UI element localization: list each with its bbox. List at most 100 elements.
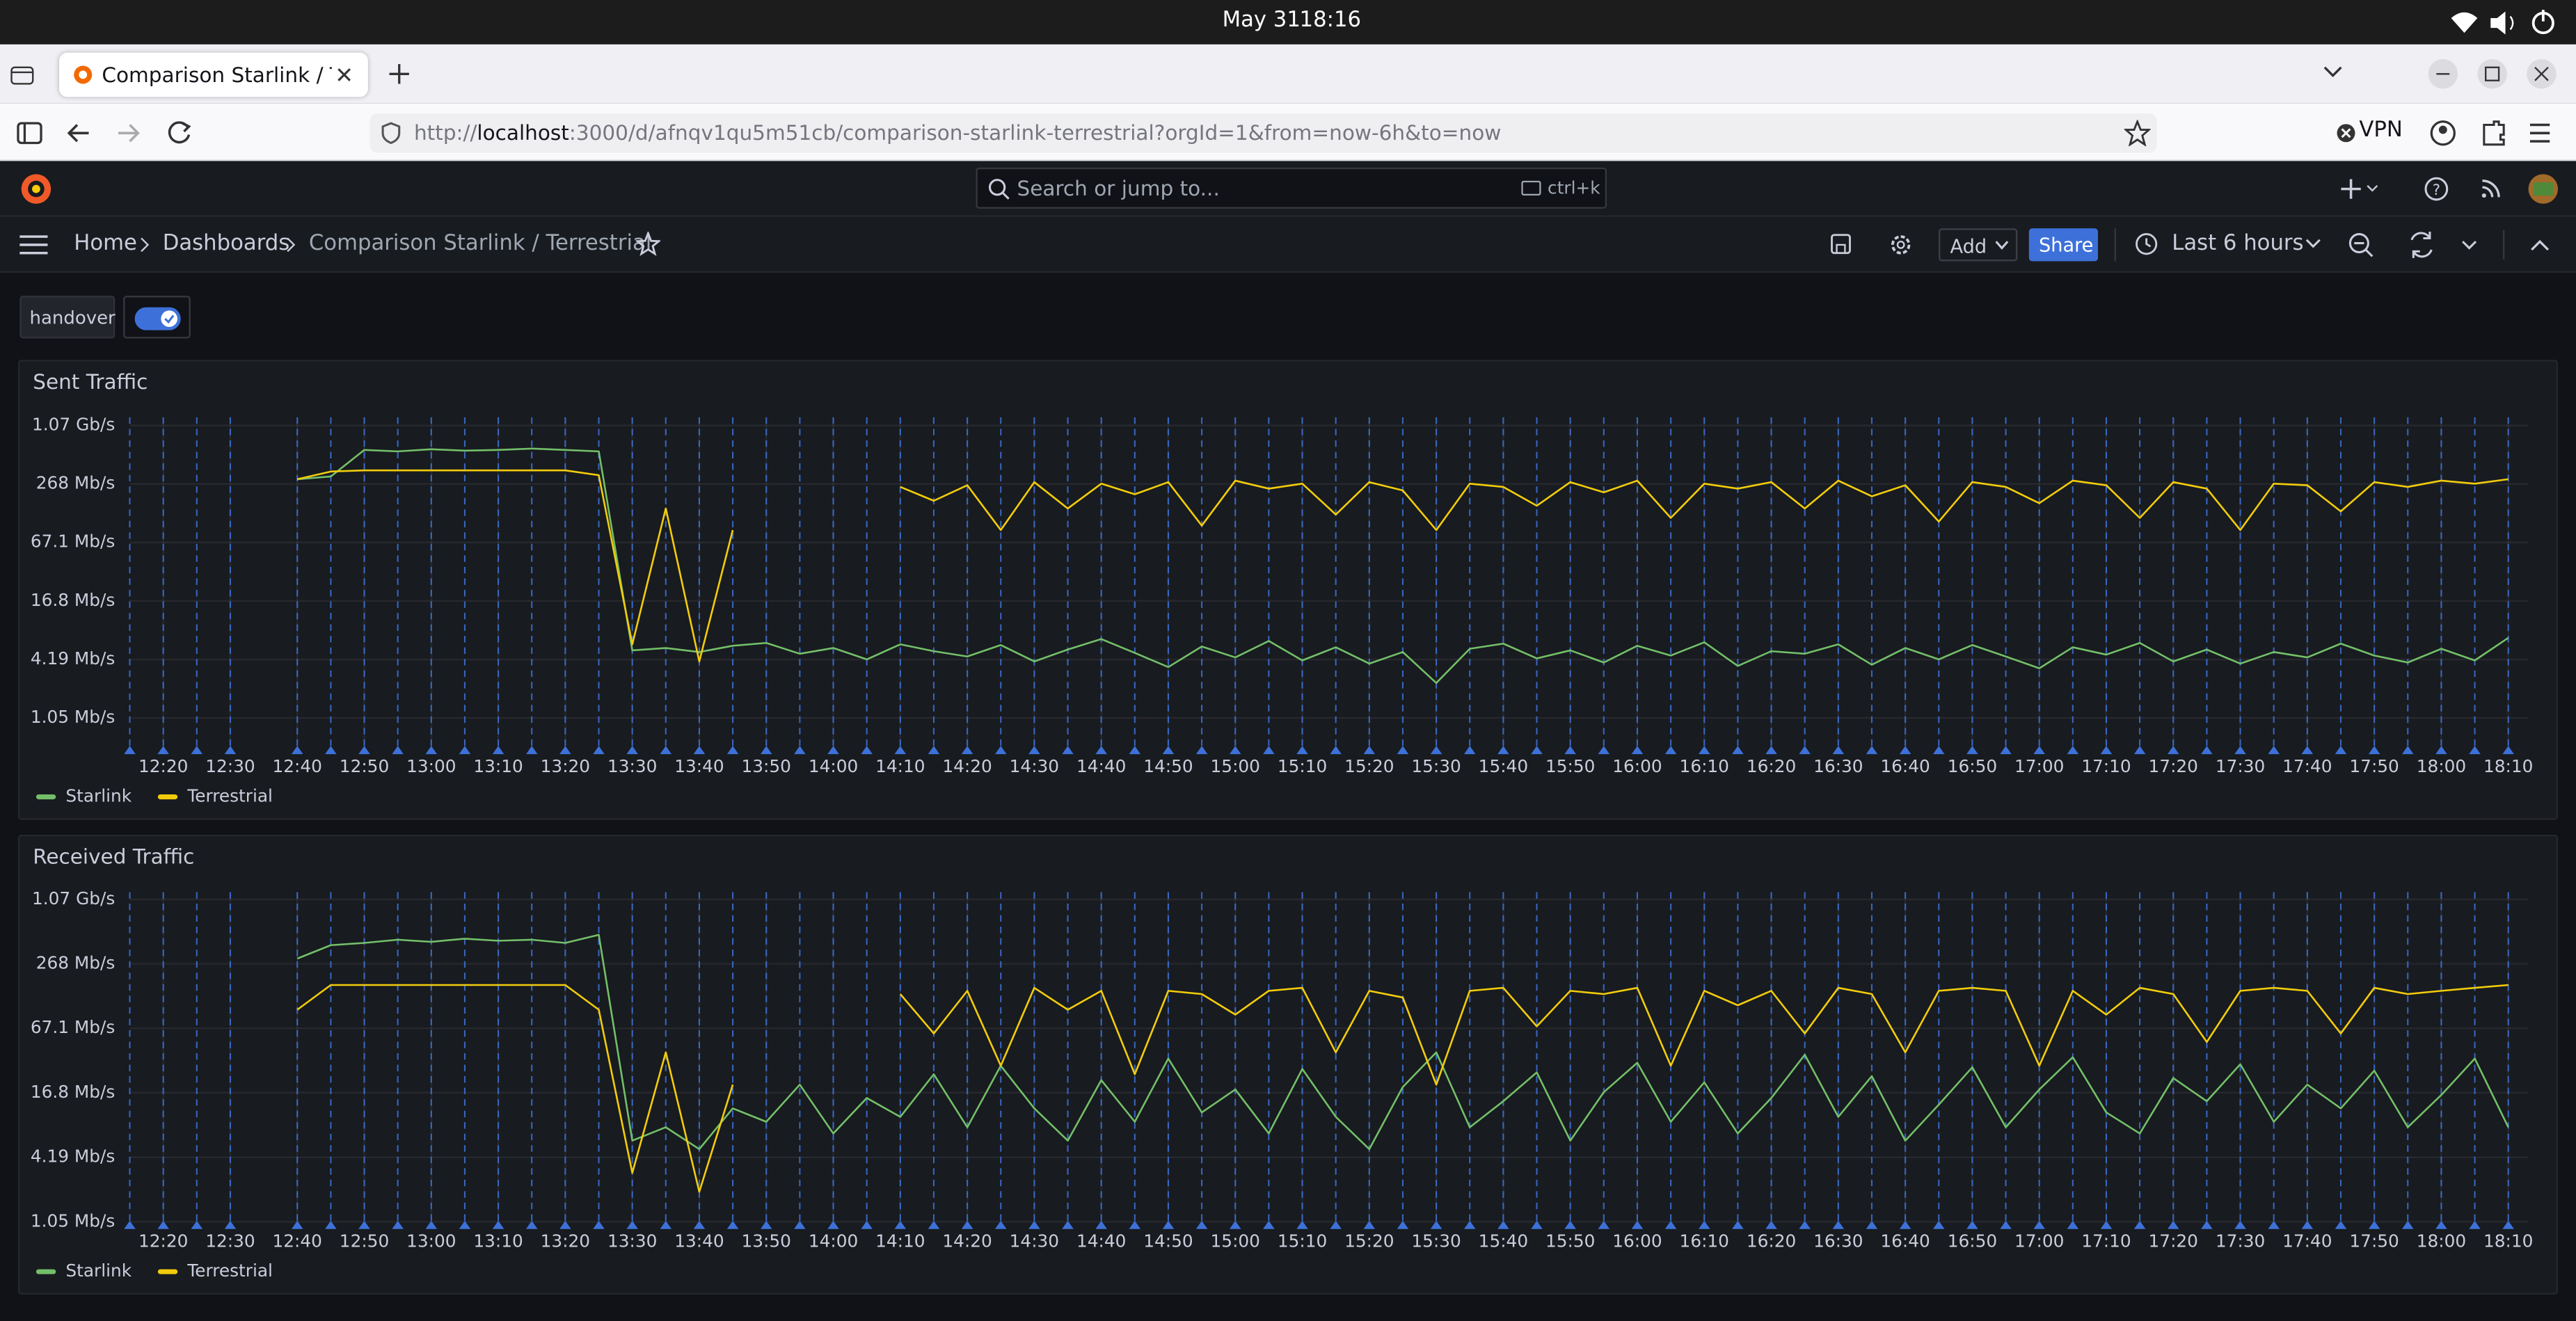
- x-tick-label: 14:10: [875, 1231, 925, 1251]
- annotation-marker: [1664, 746, 1677, 755]
- x-tick-label: 15:00: [1211, 1231, 1260, 1251]
- url-bar[interactable]: http://localhost:3000/d/afnqv1qu5m51cb/c…: [369, 113, 2157, 153]
- dashboard-toolbar: Home Dashboards Comparison Starlink / Te…: [0, 216, 2576, 273]
- active-tab[interactable]: Comparison Starlink / Ter: [58, 52, 368, 97]
- annotation-marker: [2033, 746, 2045, 755]
- annotation-marker: [1397, 1220, 1409, 1229]
- x-tick-label: 17:00: [2014, 1231, 2064, 1251]
- annotation-marker: [1564, 746, 1576, 755]
- caret[interactable]: [2305, 238, 2321, 251]
- share-button[interactable]: Share: [2028, 228, 2098, 262]
- time-range[interactable]: Last 6 hours: [2172, 232, 2304, 257]
- breadcrumb-dashboards[interactable]: Dashboards: [162, 232, 290, 257]
- x-tick-label: 13:10: [473, 756, 523, 776]
- annotation-marker: [2435, 1220, 2447, 1229]
- annotation-marker: [1463, 1220, 1476, 1229]
- site-info[interactable]: [379, 122, 402, 145]
- vpn-label[interactable]: VPN: [2359, 118, 2403, 143]
- window-controls[interactable]: [2425, 56, 2563, 92]
- x-tick-label: 17:10: [2081, 1231, 2131, 1251]
- bookmark-star[interactable]: [2124, 120, 2151, 147]
- x-tick-label: 15:20: [1344, 756, 1394, 776]
- annotation-marker: [325, 1220, 337, 1229]
- x-tick-label: 12:20: [138, 1231, 188, 1251]
- legend-swatch: [157, 794, 178, 800]
- favicon: [74, 65, 93, 84]
- favorite-star[interactable]: [635, 232, 661, 257]
- x-tick-label: 16:10: [1680, 756, 1729, 776]
- clock-icon: [2136, 233, 2158, 255]
- x-tick-label: 14:00: [809, 1231, 858, 1251]
- x-tick-label: 17:00: [2014, 756, 2064, 776]
- breadcrumb-home[interactable]: Home: [74, 232, 137, 257]
- panel-title: Received Traffic: [33, 844, 194, 868]
- annotation-marker: [2335, 1220, 2347, 1229]
- annotation-marker: [1631, 746, 1644, 755]
- switch[interactable]: [134, 307, 181, 330]
- annotation-marker: [626, 1220, 638, 1229]
- annotation-marker: [191, 746, 203, 755]
- date: May 31: [1222, 8, 1301, 33]
- panel-sent: Sent Traffic 1.05 Mb/s 4.19 Mb/s 16.8 Mb/s 6…: [17, 360, 2559, 820]
- x-tick-label: 17:50: [2349, 756, 2399, 776]
- x-tick-label: 16:50: [1948, 1231, 1997, 1251]
- annotation-marker: [157, 1220, 169, 1229]
- annotation-marker: [1832, 746, 1845, 755]
- x-tick-label: 15:00: [1211, 756, 1260, 776]
- annotation-marker: [392, 746, 404, 755]
- vpn-icon: [2337, 124, 2355, 143]
- tabs-icon[interactable]: [10, 63, 36, 86]
- annotation-marker: [224, 1220, 237, 1229]
- annotation-marker: [1564, 1220, 1576, 1229]
- annotation-marker: [2167, 1220, 2179, 1229]
- x-tick-label: 17:40: [2282, 1231, 2332, 1251]
- tab-list[interactable]: [2321, 64, 2344, 81]
- annotation-marker: [1195, 746, 1208, 755]
- annotation-marker: [1966, 746, 1978, 755]
- annotation-marker: [2401, 1220, 2414, 1229]
- annotation-marker: [2469, 1220, 2481, 1229]
- system-bar: May 31 18:16: [0, 0, 2576, 45]
- x-tick-label: 13:30: [607, 1231, 657, 1251]
- search-box[interactable]: Search or jump to... ctrl+k: [976, 167, 1607, 209]
- browser-toolbar-icons[interactable]: [2428, 118, 2560, 148]
- search-shortcut: ctrl+k: [1548, 179, 1600, 199]
- annotation-marker: [1799, 1220, 1811, 1229]
- x-tick-label: 14:10: [875, 756, 925, 776]
- legend-swatch: [157, 1269, 178, 1274]
- add-button[interactable]: Add: [1938, 228, 2018, 262]
- annotation-marker: [2335, 746, 2347, 755]
- annotation-marker: [894, 1220, 907, 1229]
- x-tick-label: 15:40: [1479, 1231, 1528, 1251]
- annotation-marker: [1832, 1220, 1845, 1229]
- variable-name: handover: [29, 307, 116, 329]
- annotation-marker: [1430, 746, 1442, 755]
- url-path: :3000/d/afnqv1qu5m51cb/comparison-starli…: [569, 120, 1502, 145]
- variable-toggle[interactable]: [123, 296, 191, 339]
- annotation-marker: [894, 746, 907, 755]
- x-tick-label: 13:40: [674, 1231, 724, 1251]
- nav-buttons[interactable]: [17, 120, 200, 146]
- system-tray[interactable]: [2448, 8, 2563, 38]
- x-tick-label: 15:10: [1278, 1231, 1327, 1251]
- annotation-marker: [2502, 746, 2514, 755]
- grafana-logo[interactable]: [18, 171, 54, 207]
- annotation-marker: [1330, 746, 1342, 755]
- new-tab[interactable]: [388, 63, 411, 86]
- save-settings[interactable]: [1829, 232, 1917, 258]
- x-tick-label: 15:20: [1344, 1231, 1394, 1251]
- annotation-marker: [157, 746, 169, 755]
- close-tab[interactable]: [335, 65, 353, 83]
- y-tick-label: 67.1 Mb/s: [31, 531, 115, 552]
- annotation-marker: [358, 746, 370, 755]
- annotation-marker: [1430, 1220, 1442, 1229]
- time-controls[interactable]: [2346, 230, 2560, 260]
- annotation-marker: [2469, 746, 2481, 755]
- y-tick-label: 1.05 Mb/s: [31, 1210, 115, 1231]
- annotation-marker: [1531, 1220, 1543, 1229]
- menu-toggle[interactable]: [18, 233, 49, 256]
- topbar-actions[interactable]: ?: [2336, 174, 2559, 204]
- annotation-marker: [2301, 1220, 2314, 1229]
- x-tick-label: 17:10: [2081, 756, 2131, 776]
- x-tick-label: 15:10: [1278, 756, 1327, 776]
